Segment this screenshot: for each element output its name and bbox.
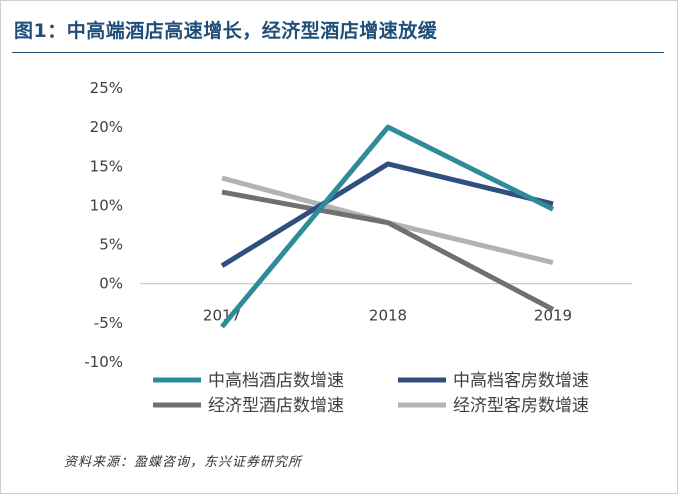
y-axis-ticks: 25% 20% 15% 10% 5% 0% -5% -10% bbox=[84, 79, 123, 371]
legend-item: 中高档客房数增速 bbox=[398, 371, 589, 391]
legend-item: 经济型酒店数增速 bbox=[153, 396, 344, 416]
x-tick-label: 2017 bbox=[203, 307, 241, 325]
source-note: 资料来源：盈蝶咨询，东兴证券研究所 bbox=[64, 455, 303, 470]
legend-label: 经济型酒店数增速 bbox=[208, 396, 344, 416]
y-tick-label: -5% bbox=[94, 314, 123, 332]
x-axis-ticks: 2017 2018 2019 bbox=[203, 307, 572, 325]
figure-title: 图1：中高端酒店高速增长，经济型酒店增速放缓 bbox=[14, 20, 438, 42]
legend-label: 经济型客房数增速 bbox=[453, 396, 589, 416]
title-divider bbox=[12, 52, 664, 53]
y-tick-label: 0% bbox=[99, 275, 123, 293]
series-line bbox=[220, 124, 555, 329]
x-tick-label: 2019 bbox=[534, 307, 572, 325]
y-tick-label: 15% bbox=[90, 157, 123, 175]
y-tick-label: 10% bbox=[90, 196, 123, 214]
y-tick-label: 25% bbox=[90, 79, 123, 97]
legend-item: 经济型客房数增速 bbox=[398, 396, 589, 416]
y-tick-label: -10% bbox=[84, 353, 123, 371]
y-tick-label: 20% bbox=[90, 118, 123, 136]
series-line bbox=[220, 161, 554, 268]
legend-item: 中高档酒店数增速 bbox=[153, 371, 344, 391]
legend-label: 中高档客房数增速 bbox=[453, 371, 589, 391]
series-line bbox=[221, 189, 555, 312]
y-tick-label: 5% bbox=[99, 236, 123, 254]
x-tick-label: 2018 bbox=[369, 307, 407, 325]
series-lines bbox=[220, 124, 555, 329]
legend-label: 中高档酒店数增速 bbox=[208, 371, 344, 391]
